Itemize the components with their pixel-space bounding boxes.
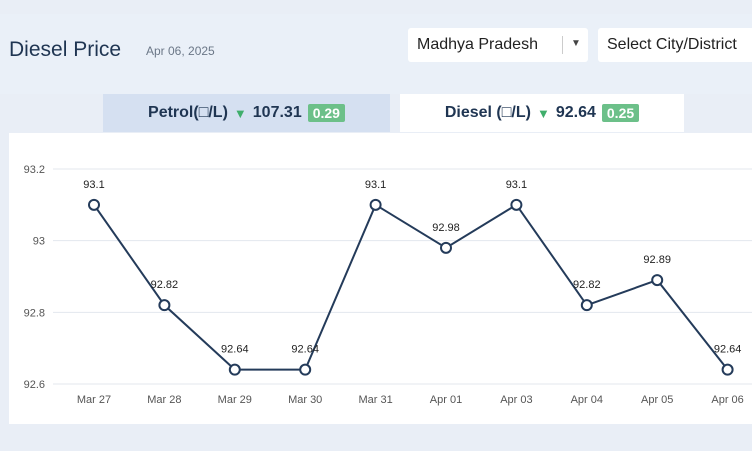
x-tick-label: Apr 05 (641, 394, 673, 406)
state-dropdown-value: Madhya Pradesh (417, 36, 538, 53)
data-label: 93.1 (83, 179, 104, 191)
y-tick-label: 93.2 (24, 164, 45, 176)
data-label: 92.82 (151, 279, 179, 291)
x-tick-label: Mar 31 (358, 394, 392, 406)
chevron-down-icon[interactable]: ▼ (571, 38, 581, 49)
x-tick-label: Apr 06 (711, 394, 743, 406)
x-tick-label: Mar 27 (77, 394, 111, 406)
price-line-chart: 93.2 93 92.8 92.6 Mar 27 Mar 28 Mar 29 Mar 30 Ma… (24, 164, 752, 406)
tab-petrol[interactable]: Petrol(□/L) ▼ 107.31 0.29 (103, 94, 390, 132)
data-point (299, 363, 312, 376)
data-point (158, 299, 171, 312)
x-tick-label: Apr 04 (571, 394, 603, 406)
tab-diesel-price: 92.64 (555, 104, 596, 121)
x-tick-label: Mar 30 (288, 394, 322, 406)
down-arrow-icon: ▼ (233, 105, 247, 121)
data-label: 93.1 (365, 179, 386, 191)
data-point (721, 363, 734, 376)
chart-panel: 93.2 93 92.8 92.6 Mar 27 Mar 28 Mar 29 Mar 30 Ma… (9, 133, 752, 424)
x-tick-label: Apr 01 (430, 394, 462, 406)
x-tick-label: Apr 03 (500, 394, 532, 406)
series-line (93, 203, 729, 371)
tab-petrol-price: 107.31 (252, 104, 302, 121)
data-point (440, 241, 452, 254)
tab-diesel-label: Diesel (□/L) (444, 104, 531, 121)
data-label: 92.89 (643, 254, 671, 266)
page-title: Diesel Price (9, 38, 122, 61)
price-date: Apr 06, 2025 (146, 44, 215, 58)
tab-petrol-label: Petrol(□/L) (148, 104, 228, 121)
tab-petrol-change-badge: 0.29 (307, 104, 345, 122)
data-point (510, 198, 523, 211)
x-tick-label: Mar 29 (218, 394, 252, 406)
data-point (651, 274, 664, 287)
dropdown-separator (562, 36, 563, 54)
down-arrow-icon: ▼ (536, 105, 550, 121)
data-label: 93.1 (506, 179, 527, 191)
data-label: 92.64 (291, 344, 319, 356)
y-tick-label: 92.6 (24, 379, 45, 391)
data-point (88, 198, 100, 211)
tab-diesel-change-badge: 0.25 (601, 104, 640, 122)
data-label: 92.98 (432, 222, 460, 234)
data-label: 92.64 (221, 344, 249, 356)
state-dropdown[interactable]: Madhya Pradesh ▼ (408, 28, 588, 62)
data-point (369, 198, 382, 211)
city-dropdown[interactable]: Select City/District (598, 28, 752, 62)
data-point (580, 299, 593, 312)
tab-diesel[interactable]: Diesel (□/L) ▼ 92.64 0.25 (400, 94, 684, 132)
x-tick-label: Mar 28 (147, 394, 181, 406)
city-dropdown-value: Select City/District (607, 36, 737, 53)
data-label: 92.82 (573, 279, 601, 291)
data-point (228, 363, 241, 376)
y-tick-label: 92.8 (24, 307, 45, 319)
y-tick-label: 93 (33, 236, 45, 248)
data-label: 92.64 (714, 344, 742, 356)
